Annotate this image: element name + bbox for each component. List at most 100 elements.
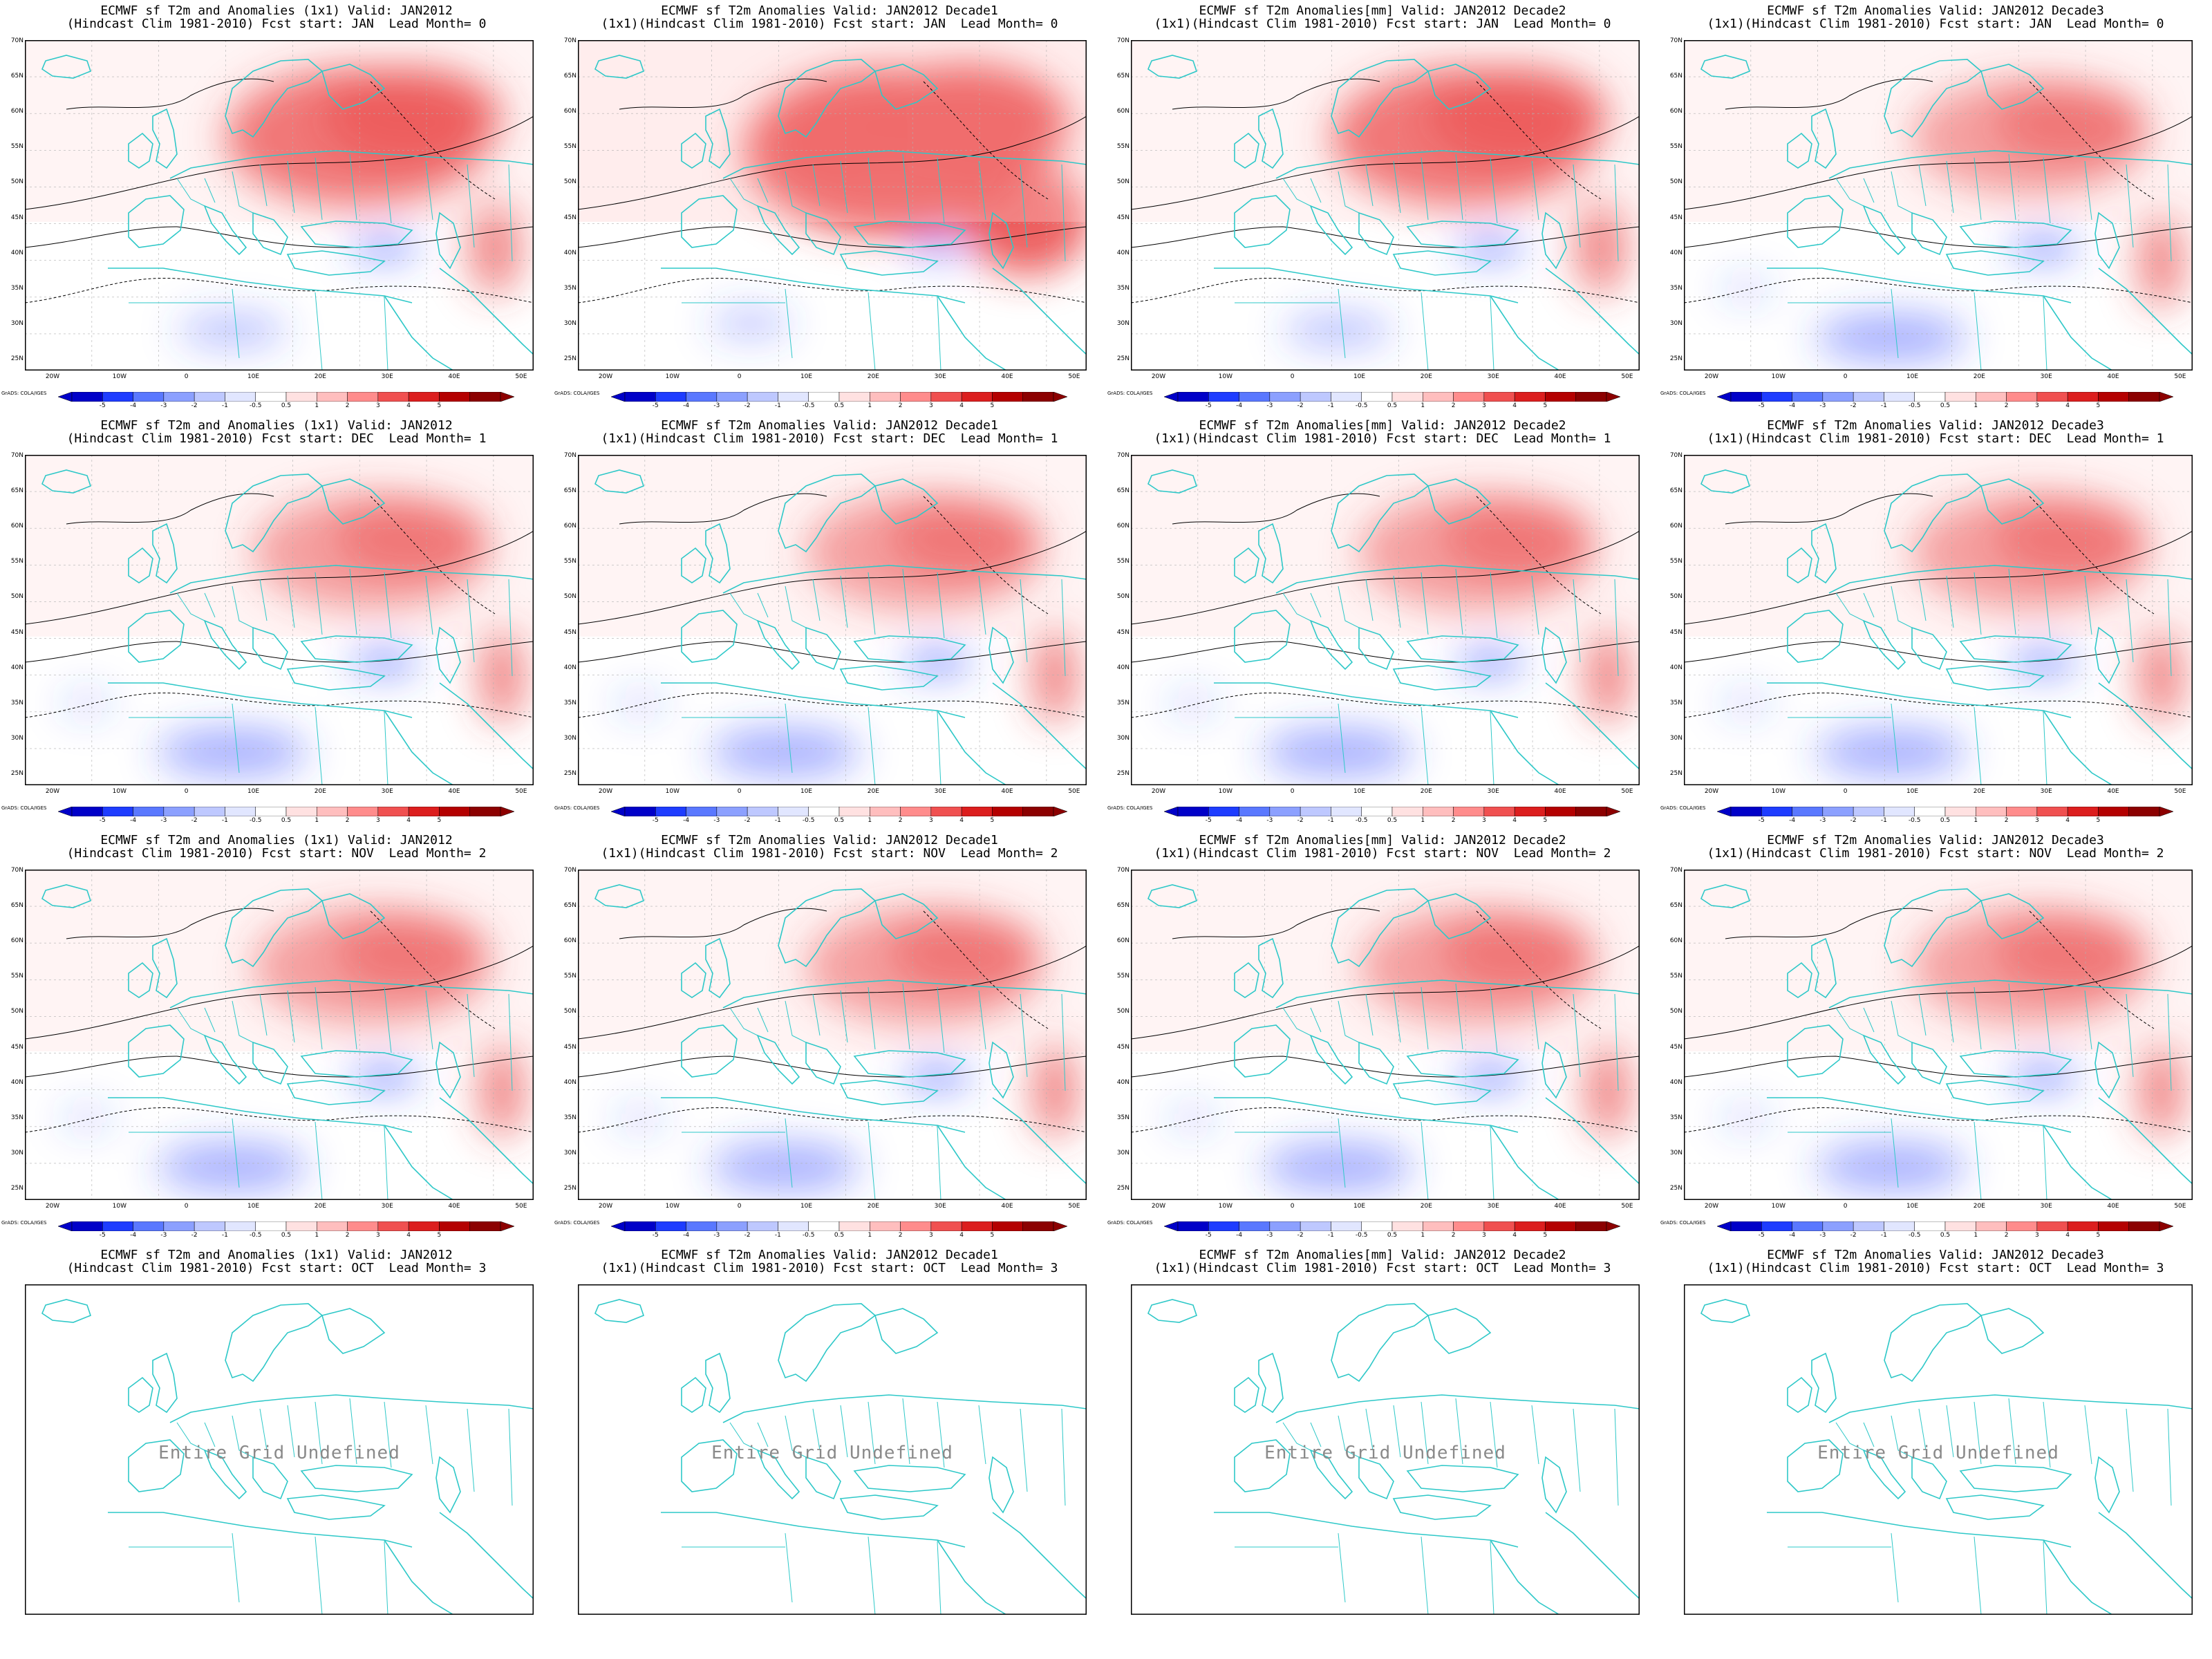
coastlines: [1147, 884, 1640, 1200]
colorbar-swatch: [1208, 391, 1239, 402]
longitude-label: 40E: [1554, 1203, 1566, 1210]
colorbar-swatch: [1483, 1221, 1515, 1232]
colorbar-swatch: [930, 391, 962, 402]
longitude-label: 20E: [1420, 788, 1432, 795]
longitude-label: 20W: [45, 788, 60, 795]
colorbar-swatch: [1514, 806, 1546, 817]
latitude-label: 55N: [1116, 558, 1130, 565]
anomaly-wash: [1131, 40, 1640, 222]
longitude-label: 20E: [314, 1203, 326, 1210]
latitude-label: 30N: [563, 319, 577, 327]
cold-anomaly-area: [59, 1105, 115, 1132]
latitude-label: 40N: [1116, 664, 1130, 671]
latitude-label: 30N: [1116, 734, 1130, 742]
colorbar-tick-label: 4: [959, 817, 964, 824]
colorbar-swatch: [1208, 1221, 1239, 1232]
anomaly-wash: [1684, 870, 2193, 1051]
temperature-contours: [25, 78, 534, 303]
latitude-label: 45N: [1669, 214, 1683, 221]
colorbar-swatch: [1976, 391, 2007, 402]
colorbar-swatch: [1331, 806, 1362, 817]
latitude-label: 55N: [1116, 973, 1130, 980]
cold-anomaly-area: [1283, 313, 1394, 348]
latitude-label: 35N: [563, 284, 577, 292]
colorbar-tick-label: 2: [345, 1232, 350, 1239]
colorbar-tick-label: -4: [683, 1232, 690, 1239]
colorbar-tick-label: 3: [2034, 817, 2039, 824]
colorbar-tick-label: -1: [221, 1232, 228, 1239]
colorbar-tick-label: 2: [2004, 402, 2009, 409]
latitude-label: 45N: [1116, 214, 1130, 221]
latitude-label: 50N: [1116, 593, 1130, 601]
colorbar-swatch: [1914, 806, 1946, 817]
colorbar-tick-label: -3: [1266, 1232, 1273, 1239]
latitude-label: 40N: [1669, 249, 1683, 256]
colorbar-tick-label: -0.5: [1355, 817, 1368, 824]
latitude-label: 35N: [1116, 699, 1130, 706]
map-gridlines: [25, 870, 534, 1200]
colorbar-swatch: [1239, 806, 1271, 817]
cold-anomaly-area: [156, 1143, 308, 1191]
warm-anomaly-area: [2137, 628, 2185, 724]
colorbar-swatch: [808, 806, 840, 817]
colorbar-swatch: [1575, 806, 1607, 817]
map-frame: [25, 455, 534, 785]
coastlines: [594, 55, 1087, 371]
colorbar-tick-label: 1: [1421, 817, 1425, 824]
colorbar-swatch: [992, 391, 1023, 402]
colorbar-tick-label: 3: [2034, 402, 2039, 409]
colorbar-swatch: [900, 391, 932, 402]
colorbar-tick-label: 2: [898, 817, 903, 824]
latitude-label: 65N: [1116, 902, 1130, 910]
temperature-contours: [1131, 78, 1640, 303]
forecast-panel: ECMWF sf T2m Anomalies Valid: JAN2012 De…: [1659, 0, 2212, 415]
longitude-label: 50E: [515, 373, 527, 380]
colorbar-tick-label: -4: [683, 402, 690, 409]
colorbar-tick-label: -2: [744, 402, 751, 409]
colorbar-swatch: [900, 806, 932, 817]
country-borders: [682, 983, 1066, 1200]
latitude-label: 50N: [10, 178, 24, 186]
longitude-label: 40E: [1554, 788, 1566, 795]
panel-title-line2: (1x1)(Hindcast Clim 1981-2010) Fcst star…: [601, 431, 1058, 446]
colorbar-tick-label: 1: [1974, 1232, 1978, 1239]
latitude-label: 65N: [10, 73, 24, 80]
map-frame: [578, 1284, 1087, 1615]
colorbar-swatch: [1822, 1221, 1854, 1232]
anomaly-wash: [25, 40, 534, 222]
latitude-label: 60N: [563, 937, 577, 945]
colorbar-swatch: [747, 391, 778, 402]
colorbar-swatch: [1944, 1221, 1976, 1232]
colorbar-swatch: [1391, 1221, 1423, 1232]
colorbar-tick-label: -2: [1297, 1232, 1304, 1239]
panel-title-line2: (1x1)(Hindcast Clim 1981-2010) Fcst star…: [1707, 17, 2164, 31]
latitude-label: 45N: [563, 214, 577, 221]
cold-anomaly-area: [1718, 690, 1774, 718]
latitude-label: 30N: [563, 734, 577, 742]
latitude-label: 40N: [1116, 249, 1130, 256]
country-borders: [682, 1398, 1066, 1615]
latitude-label: 45N: [1116, 1043, 1130, 1051]
latitude-label: 55N: [563, 143, 577, 151]
colorbar-arrow-high: [2159, 806, 2174, 817]
longitude-label: 20E: [1420, 1203, 1432, 1210]
latitude-label: 65N: [1116, 487, 1130, 495]
colorbar-swatch: [778, 391, 809, 402]
latitude-label: 35N: [1669, 284, 1683, 292]
panel-title-line1: ECMWF sf T2m Anomalies Valid: JAN2012 De…: [1767, 3, 2104, 18]
colorbar-swatch: [2128, 1221, 2160, 1232]
colorbar-tick-label: -4: [683, 817, 690, 824]
forecast-panel: ECMWF sf T2m Anomalies[mm] Valid: JAN201…: [1106, 0, 1659, 415]
europe-map: [1684, 870, 2193, 1200]
anomaly-field: [1718, 908, 2185, 1191]
colorbar-swatch: [716, 391, 748, 402]
longitude-label: 40E: [2107, 788, 2119, 795]
colorbar-tick-label: -2: [744, 817, 751, 824]
map-frame: [1684, 40, 2193, 371]
colorbar-swatch: [686, 1221, 718, 1232]
coastlines: [1147, 1299, 1640, 1615]
colorbar-tick-label: -5: [652, 1232, 659, 1239]
colorbar-swatch: [2128, 806, 2160, 817]
grads-credit: GrADS: COLA/IGES: [1660, 391, 1706, 396]
map-gridlines: [25, 40, 534, 371]
